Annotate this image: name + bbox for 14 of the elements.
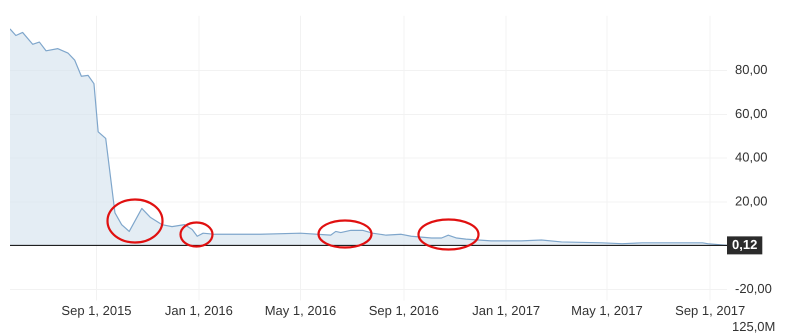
y-tick-label: 20,00 <box>735 193 768 208</box>
text: 125,0M <box>732 319 776 334</box>
x-tick-label: Sep 1, 2015 <box>61 302 132 318</box>
ref-line-label: 0,12 <box>732 236 758 252</box>
x-tick-label: May 1, 2016 <box>264 302 336 318</box>
x-tick-label: Jan 1, 2016 <box>164 302 233 318</box>
y-tick-label: 40,00 <box>735 150 768 165</box>
y-tick-label: -20,00 <box>735 281 772 296</box>
y-tick-label: 80,00 <box>735 62 768 78</box>
x-tick-label: Sep 1, 2016 <box>368 302 439 318</box>
x-tick-label: Sep 1, 2017 <box>675 302 746 318</box>
y-tick-label: 60,00 <box>735 106 768 121</box>
x-tick-label: Jan 1, 2017 <box>472 302 540 318</box>
x-tick-label: May 1, 2017 <box>571 302 643 318</box>
